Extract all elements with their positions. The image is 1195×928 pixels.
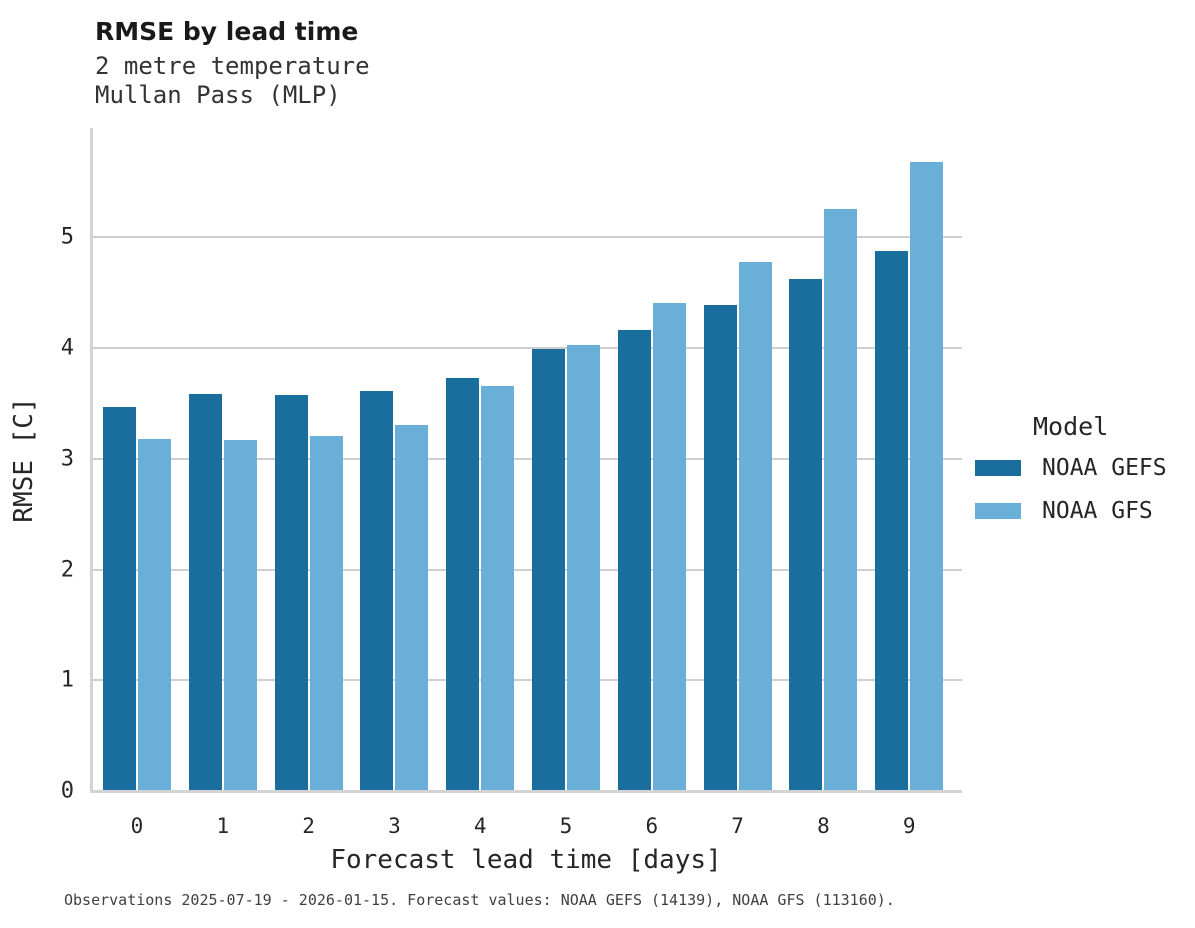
- bar-noaa-gfs-lead-1: [223, 440, 257, 790]
- plot-area: [90, 128, 962, 793]
- bar-noaa-gfs-lead-4: [481, 385, 515, 790]
- x-tick-label-9: 9: [902, 814, 916, 838]
- x-tick-label-6: 6: [645, 814, 659, 838]
- gridline-3: [93, 457, 962, 460]
- y-tick-label-0: 0: [60, 778, 74, 804]
- x-tick-label-7: 7: [731, 814, 744, 838]
- bar-noaa-gfs-lead-5: [567, 344, 600, 790]
- bar-noaa-gefs-lead-4: [446, 378, 480, 790]
- gridline-1: [93, 679, 962, 682]
- bar-noaa-gfs-lead-9: [910, 162, 944, 790]
- x-tick-label-4: 4: [473, 814, 487, 838]
- legend: Model NOAA GEFS NOAA GFS: [975, 412, 1167, 541]
- x-tick-label-2: 2: [302, 814, 315, 838]
- legend-label: NOAA GEFS: [1042, 455, 1167, 481]
- bar-noaa-gfs-lead-8: [824, 208, 858, 790]
- x-tick-label-8: 8: [817, 814, 830, 838]
- chart-subtitle-variable: 2 metre temperature: [95, 52, 370, 80]
- bar-noaa-gfs-lead-6: [652, 302, 686, 790]
- legend-title: Model: [1033, 412, 1109, 441]
- bar-noaa-gefs-lead-9: [875, 250, 909, 790]
- bar-noaa-gefs-lead-5: [532, 349, 565, 790]
- bar-noaa-gefs-lead-7: [703, 304, 737, 790]
- x-tick-label-5: 5: [559, 814, 573, 838]
- bar-noaa-gefs-lead-6: [617, 330, 651, 790]
- x-tick-label-1: 1: [216, 814, 230, 838]
- bar-noaa-gfs-lead-2: [309, 435, 343, 790]
- y-tick-label-1: 1: [60, 667, 74, 693]
- chart-title: RMSE by lead time: [95, 17, 359, 46]
- legend-row-noaa-gfs: NOAA GFS: [975, 498, 1167, 524]
- bar-noaa-gfs-lead-0: [138, 438, 171, 790]
- bar-noaa-gefs-lead-2: [274, 394, 308, 790]
- bar-noaa-gefs-lead-8: [789, 279, 823, 790]
- legend-entries: NOAA GEFS NOAA GFS: [975, 455, 1167, 524]
- y-axis-label: RMSE [C]: [9, 397, 39, 523]
- x-tick-label-0: 0: [130, 814, 144, 838]
- chart-subtitle-station: Mullan Pass (MLP): [95, 81, 341, 109]
- legend-label: NOAA GFS: [1042, 498, 1153, 524]
- gridline-2: [93, 568, 962, 571]
- bar-noaa-gefs-lead-0: [103, 406, 136, 790]
- legend-swatch-noaa-gefs: [975, 460, 1021, 476]
- x-tick-label-3: 3: [388, 814, 401, 838]
- y-tick-label-4: 4: [60, 335, 74, 361]
- legend-row-noaa-gefs: NOAA GEFS: [975, 455, 1167, 481]
- y-tick-label-2: 2: [60, 557, 74, 582]
- bar-noaa-gefs-lead-1: [188, 393, 222, 790]
- y-tick-label-5: 5: [60, 224, 74, 250]
- bar-noaa-gfs-lead-7: [738, 261, 772, 790]
- gridline-5: [93, 236, 962, 239]
- legend-swatch-noaa-gfs: [975, 503, 1021, 519]
- bar-noaa-gefs-lead-3: [360, 391, 394, 790]
- gridline-4: [93, 347, 962, 349]
- y-tick-label-3: 3: [60, 446, 74, 472]
- x-axis-label: Forecast lead time [days]: [330, 845, 722, 875]
- caption: Observations 2025-07-19 - 2026-01-15. Fo…: [64, 891, 895, 909]
- bar-noaa-gfs-lead-3: [395, 424, 429, 790]
